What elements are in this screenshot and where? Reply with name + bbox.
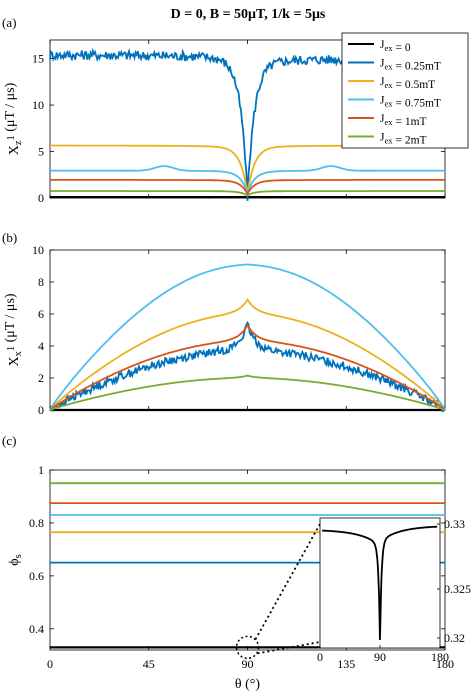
plot-frame	[49, 249, 446, 411]
y-tick-label: 2	[38, 371, 44, 385]
legend-box	[341, 32, 469, 149]
y-tick-label: 0	[38, 403, 44, 417]
legend-label: Jex = 1mT	[380, 113, 427, 128]
inset-y-tick-label: 0.33	[444, 517, 465, 531]
legend-label: Jex = 0.75mT	[380, 95, 441, 110]
panel-a: (a) 0 5 10 15 Xz1 (μT / μs) Jex = 0 Jex = 0.25m…	[2, 15, 469, 205]
inset-x-tick-label: 0	[317, 650, 323, 664]
y-tick-label: 6	[38, 307, 44, 321]
series-line	[50, 190, 445, 197]
series-line	[49, 297, 446, 411]
series-line	[50, 179, 445, 196]
x-axis-label: θ (°)	[235, 677, 260, 692]
panel-label: (a)	[2, 15, 16, 30]
y-tick-label: 15	[32, 52, 44, 66]
legend-label: Jex = 0	[380, 39, 411, 54]
inset-x-tick-label: 180	[431, 650, 449, 664]
y-axis-label: Xx1 (μT / μs)	[3, 293, 24, 366]
y-tick-label: 1	[38, 463, 44, 477]
y-axis-label: ϕs	[7, 554, 24, 565]
y-tick-label: 8	[38, 275, 44, 289]
y-tick-label: 0.6	[29, 569, 44, 583]
inset-y-tick-label: 0.32	[444, 631, 465, 645]
legend-label: Jex = 2mT	[380, 132, 427, 147]
x-tick-label: 135	[337, 657, 355, 671]
inset-x-tick-label: 90	[374, 650, 386, 664]
y-tick-label: 0.4	[29, 622, 44, 636]
y-tick-label: 0	[38, 191, 44, 205]
y-tick-label: 0.8	[29, 516, 44, 530]
zoom-connector	[257, 641, 321, 655]
legend-label: Jex = 0.5mT	[380, 76, 435, 91]
inset-y-tick-label: 0.325	[444, 582, 471, 596]
panel-label: (c)	[2, 433, 16, 448]
y-tick-label: 10	[32, 98, 44, 112]
zoom-connector	[254, 523, 321, 640]
series-line	[49, 323, 446, 411]
panel-label: (b)	[2, 230, 17, 245]
x-tick-label: 0	[47, 657, 53, 671]
legend-label: Jex = 0.25mT	[380, 58, 441, 73]
inset-series-line	[322, 525, 438, 641]
x-tick-label: 180	[436, 657, 454, 671]
panel-b: (b) 0 2 4 6 8 10 Xx1 (μT / μs)	[2, 230, 446, 417]
series-line	[49, 263, 446, 411]
series-line	[49, 374, 446, 411]
y-tick-label: 5	[38, 145, 44, 159]
y-tick-label: 10	[32, 243, 44, 257]
x-tick-label: 90	[242, 657, 254, 671]
panel-c: (c) 0.4 0.6 0.8 1 0 45 90 135 180 ϕs θ (°) 0 90 180 0.3…	[2, 433, 471, 692]
y-axis-label: Xz1 (μT / μs)	[3, 82, 24, 155]
series-line	[49, 321, 446, 413]
y-tick-label: 4	[38, 339, 44, 353]
figure-title: D = 0, B = 50μT, 1/k = 5μs	[171, 7, 326, 22]
zoom-circle	[235, 635, 260, 660]
x-tick-label: 45	[143, 657, 155, 671]
